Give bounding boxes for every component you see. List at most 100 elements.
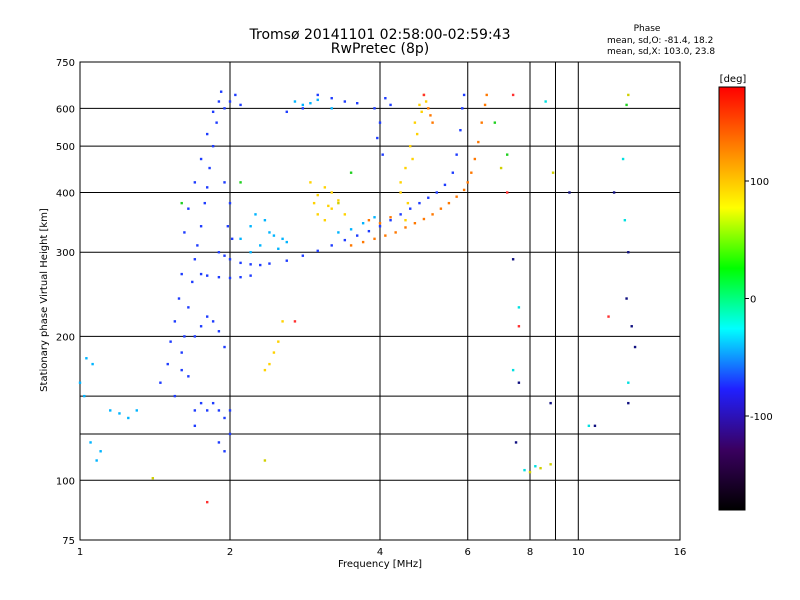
phase-stats-o: mean, sd,O: -81.4, 18.2 [607,36,713,46]
colorbar-tick-label: -100 [750,412,773,423]
data-point [422,217,426,221]
data-point [431,121,434,124]
data-point [230,237,234,241]
chart-subtitle: RwPretec (8p) [331,41,429,57]
data-point [337,201,340,205]
data-point [361,222,365,225]
data-point [493,121,497,124]
data-point [406,201,410,205]
data-point [316,193,319,197]
data-point [343,100,347,103]
data-point [249,225,252,228]
data-point [277,247,280,250]
chart-title: Tromsø 20141101 02:58:00-02:59:43 [249,27,511,43]
data-point [89,441,92,444]
data-point [203,201,206,205]
data-point [316,98,319,102]
data-point [316,249,319,253]
data-point [411,157,414,161]
x-tick-label: 1 [77,547,83,558]
data-point [199,325,203,328]
data-point [199,272,203,276]
y-tick-label: 750 [56,58,75,69]
x-axis-label: Frequency [MHz] [338,559,422,570]
data-point [193,181,197,184]
data-point [409,207,412,210]
data-point [418,103,421,107]
x-axis-ticks: 1 2 4 6 8 10 16 [77,547,687,558]
data-point [239,275,242,279]
data-point [528,470,532,474]
data-point [281,237,284,241]
data-point [455,195,458,198]
y-tick-label: 100 [56,476,75,487]
data-point [330,207,333,210]
data-point [623,219,627,222]
data-point [415,132,419,136]
data-point [109,409,112,412]
data-point [367,219,371,222]
data-point [630,325,633,328]
data-point [205,500,209,504]
data-point [159,381,162,384]
phase-stats-x: mean, sd,X: 103.0, 23.8 [607,47,715,57]
colorbar-unit-label: [deg] [720,74,747,85]
phase-stats-title: Phase [634,24,661,34]
data-point [483,103,487,107]
data-point [399,191,402,194]
x-tick-label: 4 [377,547,383,558]
data-point [389,219,392,222]
data-point [312,201,316,205]
data-point [627,401,630,405]
data-point [627,381,630,384]
data-point [268,262,271,265]
data-point [239,237,242,241]
data-point [427,196,430,199]
data-point [349,244,353,247]
data-point [211,401,215,405]
data-point [517,325,521,328]
data-point [91,362,94,366]
data-point [199,157,203,161]
data-point [180,272,183,276]
data-point [349,228,353,231]
y-tick-label: 200 [56,332,75,343]
data-point [228,258,232,261]
data-point [593,424,597,428]
data-point [627,93,630,97]
data-point [627,251,630,254]
x-tick-label: 2 [227,547,233,558]
data-point [259,244,262,247]
data-point [187,207,190,210]
x-tick-label: 6 [465,547,471,558]
data-point [309,181,312,184]
data-point [523,468,526,472]
data-point [223,107,226,110]
data-point [394,231,397,234]
data-point [187,375,190,378]
data-point [316,93,319,97]
data-point [477,140,480,144]
data-point [293,100,297,103]
data-point [285,259,288,262]
y-tick-label: 300 [56,248,75,259]
data-point [85,357,88,360]
data-point [459,128,462,132]
data-point [228,432,232,436]
data-point [191,280,194,284]
data-point [285,110,288,114]
y-tick-label: 600 [56,104,75,115]
data-points [78,90,637,504]
data-point [166,362,169,366]
data-point [135,409,138,412]
data-point [277,340,280,343]
data-point [223,181,226,184]
data-point [389,103,392,107]
data-point [330,244,333,247]
data-point [211,110,215,114]
y-tick-label: 400 [56,188,75,199]
data-point [205,315,209,318]
data-point [418,201,421,205]
data-point [409,144,412,148]
